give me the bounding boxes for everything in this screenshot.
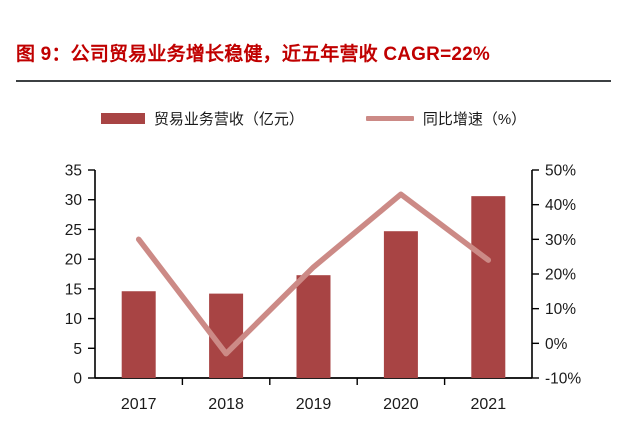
- y2-axis-tick-label: 50%: [545, 163, 576, 180]
- y-axis-tick-label: 5: [73, 341, 82, 358]
- bar-series-layer: [121, 196, 506, 378]
- bar-2017: [121, 291, 156, 378]
- legend-line-swatch-icon: [365, 116, 414, 121]
- y2-axis-tick-label: -10%: [545, 371, 581, 388]
- x-axis-category-label: 2021: [471, 396, 507, 413]
- y-axis-tick-label: 0: [73, 371, 82, 388]
- bar-2021: [471, 196, 506, 378]
- x-axis-category-label: 2017: [121, 396, 157, 413]
- growth-line: [135, 191, 492, 357]
- y2-axis-tick-label: 40%: [545, 197, 576, 214]
- x-axis-category-label: 2020: [383, 396, 419, 413]
- legend-item-growth: 同比增速（%）: [365, 108, 527, 129]
- page-title: 图 9：公司贸易业务增长稳健，近五年营收 CAGR=22%: [16, 44, 490, 65]
- bar-2020: [383, 231, 418, 378]
- legend-bar-swatch-icon: [100, 113, 145, 124]
- chart-legend: 贸易业务营收（亿元） 同比增速（%）: [0, 108, 627, 129]
- figure-title-block: 图 9：公司贸易业务增长稳健，近五年营收 CAGR=22%: [16, 42, 611, 68]
- y2-axis-tick-label: 20%: [545, 267, 576, 284]
- y-axis-tick-label: 15: [65, 281, 82, 298]
- y-axis-tick-label: 30: [65, 192, 83, 209]
- x-axis-category-label: 2019: [296, 396, 332, 413]
- legend-item-revenue: 贸易业务营收（亿元）: [100, 108, 304, 129]
- y-axis-tick-label: 35: [65, 163, 82, 180]
- y2-axis-tick-label: 30%: [545, 232, 576, 249]
- legend-item-label: 贸易业务营收（亿元）: [153, 111, 304, 128]
- y-axis-tick-label: 20: [65, 252, 83, 269]
- axis-label-layer: 0 5 10 15 20 25 30 35 -10% 0% 10% 20% 30% 40% 50% 2017 2…: [65, 163, 582, 414]
- y-axis-tick-label: 25: [65, 222, 82, 239]
- bar-2019: [296, 275, 331, 378]
- y2-axis-tick-label: 0%: [545, 336, 568, 353]
- title-divider: [16, 80, 611, 82]
- line-series-layer: [135, 191, 492, 357]
- y2-axis-tick-label: 10%: [545, 301, 576, 318]
- y-axis-tick-label: 10: [65, 311, 83, 328]
- x-axis-category-label: 2018: [208, 396, 244, 413]
- legend-item-label: 同比增速（%）: [422, 111, 527, 128]
